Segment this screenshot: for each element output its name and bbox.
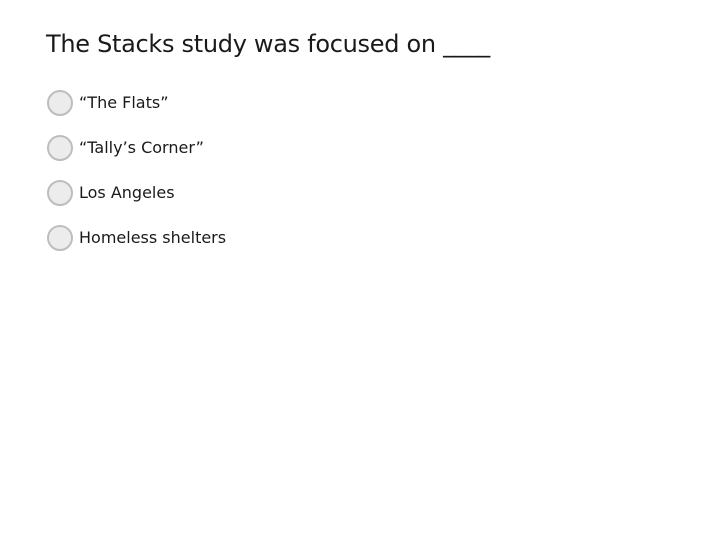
option-tallys-corner[interactable]: “Tally’s Corner”	[47, 135, 226, 161]
option-label: Los Angeles	[79, 183, 175, 202]
option-label: “The Flats”	[79, 93, 169, 112]
radio-button[interactable]	[47, 135, 73, 161]
option-los-angeles[interactable]: Los Angeles	[47, 180, 226, 206]
radio-button[interactable]	[47, 180, 73, 206]
answer-options: “The Flats” “Tally’s Corner” Los Angeles…	[47, 90, 226, 270]
option-label: Homeless shelters	[79, 228, 227, 247]
question-text: The Stacks study was focused on ____	[46, 30, 490, 58]
option-the-flats[interactable]: “The Flats”	[47, 90, 226, 116]
radio-button[interactable]	[47, 90, 73, 116]
option-homeless-shelters[interactable]: Homeless shelters	[47, 225, 226, 251]
option-label: “Tally’s Corner”	[79, 138, 204, 157]
radio-button[interactable]	[47, 225, 73, 251]
